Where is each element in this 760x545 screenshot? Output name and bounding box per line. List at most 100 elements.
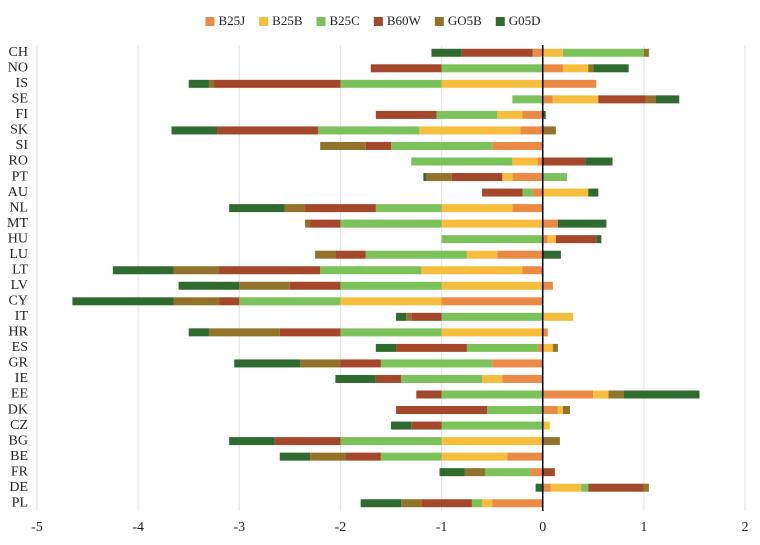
- bar-segment: [188, 328, 209, 337]
- x-tick-label: 0: [539, 520, 546, 535]
- y-tick-label: SI: [16, 138, 29, 153]
- y-tick-label: SK: [10, 123, 28, 138]
- bar-segment: [550, 483, 582, 492]
- bar-segment: [441, 281, 543, 290]
- y-tick-label: AU: [8, 185, 28, 200]
- bar-segment: [217, 126, 319, 135]
- bar-segment: [320, 141, 366, 150]
- bar-segment: [487, 406, 543, 415]
- bar-segment: [340, 297, 442, 306]
- bar-segment: [542, 328, 548, 337]
- bar-segment: [588, 188, 599, 197]
- y-tick-label: IE: [15, 371, 28, 386]
- bar-segment: [623, 390, 700, 399]
- bar-segment: [284, 204, 306, 213]
- y-tick-label: GR: [9, 356, 29, 371]
- bar-segment: [391, 421, 412, 430]
- bar-segment: [441, 328, 543, 337]
- x-tick-label: -1: [436, 520, 448, 535]
- bar-segment: [239, 281, 290, 290]
- bar-segment: [542, 110, 546, 119]
- bar-segment: [375, 110, 437, 119]
- bar-segment: [502, 374, 543, 383]
- bar-segment: [492, 359, 543, 368]
- bar-segment: [401, 374, 483, 383]
- bar-segment: [396, 343, 467, 352]
- bar-segment: [441, 64, 543, 73]
- bar-segment: [441, 219, 543, 228]
- bar-segment: [512, 95, 543, 104]
- bar-segment: [512, 204, 543, 213]
- bar-segment: [219, 297, 240, 306]
- legend-label: G05D: [509, 13, 541, 28]
- bar-segment: [542, 157, 586, 166]
- bar-segment: [299, 359, 341, 368]
- legend-swatch: [205, 17, 215, 26]
- bar-segment: [229, 437, 275, 446]
- bar-segment: [537, 157, 543, 166]
- bar-segment: [535, 483, 543, 492]
- bar-segment: [502, 173, 513, 182]
- bar-segment: [464, 468, 486, 477]
- bar-segment: [441, 421, 543, 430]
- bar-segment: [431, 48, 462, 57]
- bar-segment: [318, 126, 420, 135]
- bar-segment: [588, 64, 594, 73]
- bar-segment: [588, 483, 644, 492]
- bar-segment: [532, 48, 543, 57]
- y-tick-label: MT: [7, 216, 28, 231]
- bar-segment: [72, 297, 174, 306]
- bar-segment: [315, 250, 336, 259]
- bar-segment: [401, 499, 422, 508]
- bar-segment: [655, 95, 680, 104]
- y-tick-label: IT: [15, 309, 29, 324]
- bar-segment: [416, 390, 442, 399]
- y-tick-label: HU: [8, 231, 28, 246]
- bar-segment: [512, 173, 543, 182]
- bar-segment: [482, 499, 493, 508]
- y-tick-label: ES: [12, 340, 28, 355]
- x-tick-label: -3: [233, 520, 245, 535]
- bar-segment: [421, 266, 523, 275]
- legend-label: B25J: [218, 13, 245, 28]
- bar-segment: [542, 421, 550, 430]
- bar-segment: [542, 390, 594, 399]
- bar-segment: [229, 204, 285, 213]
- bar-segment: [557, 219, 607, 228]
- x-tick-label: -4: [132, 520, 144, 535]
- bar-segment: [340, 219, 442, 228]
- bar-segment: [171, 126, 218, 135]
- y-tick-label: DK: [8, 402, 28, 417]
- bar-segment: [542, 250, 561, 259]
- bar-segment: [305, 204, 376, 213]
- bar-segment: [441, 452, 508, 461]
- bar-segment: [340, 359, 381, 368]
- y-tick-label: CY: [9, 294, 28, 309]
- bar-segment: [441, 297, 543, 306]
- bar-segment: [542, 126, 556, 135]
- bar-segment: [340, 437, 442, 446]
- bar-segment: [375, 343, 397, 352]
- bar-segment: [497, 110, 523, 119]
- bar-segment: [562, 48, 644, 57]
- legend-label: B25C: [330, 13, 360, 28]
- bar-segment: [340, 281, 442, 290]
- bar-segment: [542, 406, 558, 415]
- bar-segment: [178, 281, 240, 290]
- y-tick-label: NL: [9, 200, 28, 215]
- legend-swatch: [495, 17, 505, 26]
- bar-segment: [320, 266, 422, 275]
- y-tick-label: IS: [16, 76, 28, 91]
- bar-segment: [471, 499, 483, 508]
- bar-segment: [557, 406, 563, 415]
- y-tick-label: BE: [10, 449, 28, 464]
- bar-segment: [542, 64, 563, 73]
- y-tick-label: LU: [9, 247, 28, 262]
- bar-segment: [208, 79, 214, 88]
- bar-segment: [173, 297, 220, 306]
- bar-segment: [340, 328, 442, 337]
- bar-segment: [542, 343, 553, 352]
- y-tick-label: CZ: [10, 418, 28, 433]
- bar-segment: [411, 421, 442, 430]
